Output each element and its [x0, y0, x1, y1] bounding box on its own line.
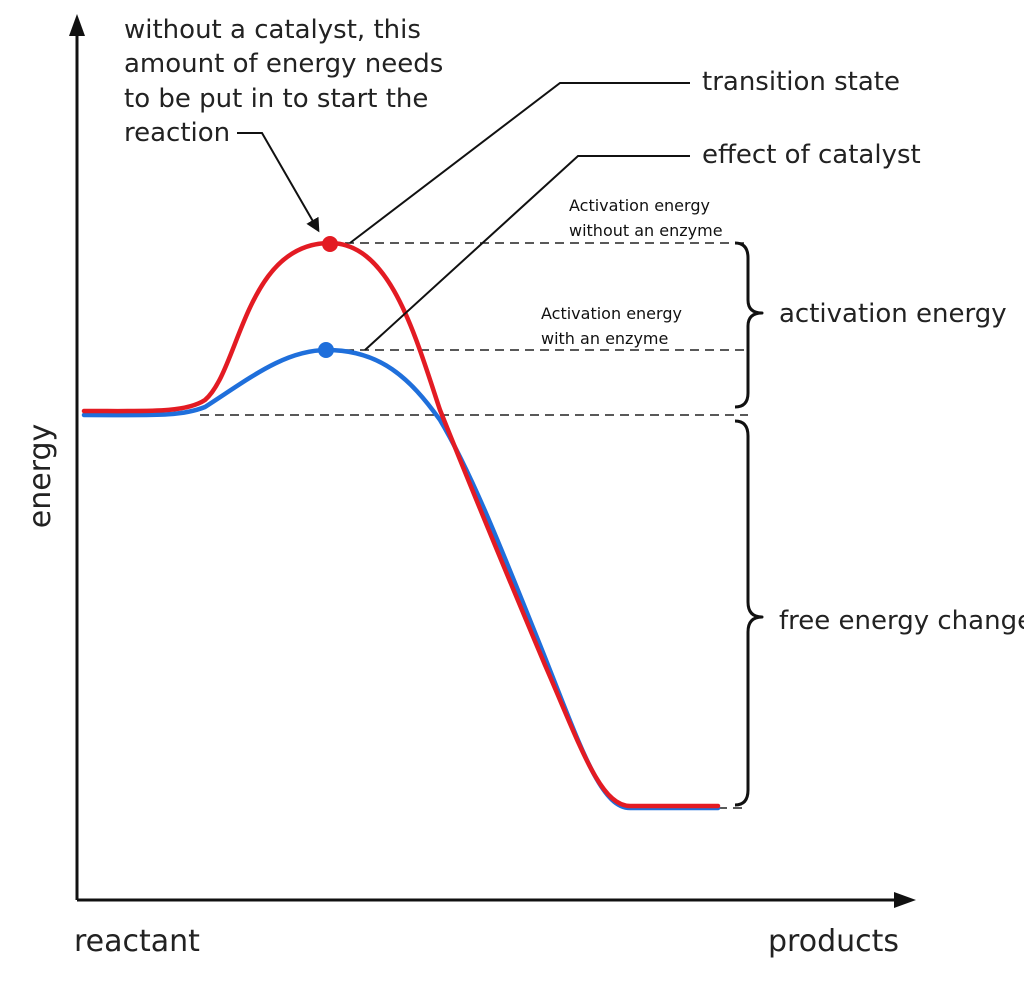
ae-with-enzyme-line-2: with an enzyme	[541, 329, 668, 348]
x-axis-start-label: reactant	[74, 924, 200, 959]
uncatalyzed-curve	[81, 240, 721, 809]
activation-energy-brace	[734, 241, 764, 409]
effect-of-catalyst-label: effect of catalyst	[702, 140, 921, 170]
transition-state-leader	[349, 82, 690, 244]
effect-of-catalyst-leader	[364, 155, 690, 351]
x-axis-arrowhead	[894, 892, 916, 908]
y-axis-arrowhead	[69, 14, 85, 36]
ae-without-enzyme-line-2: without an enzyme	[569, 221, 723, 240]
activation-energy-label: activation energy	[779, 299, 1007, 329]
uncatalyzed-transition-point	[322, 236, 338, 252]
transition-state-label: transition state	[702, 67, 900, 97]
catalyzed-transition-point	[318, 342, 334, 358]
free-energy-change-brace	[734, 419, 764, 807]
without-catalyst-arrow	[237, 132, 320, 233]
without-catalyst-note-line-3: to be put in to start the	[124, 84, 428, 114]
ae-without-enzyme-line-1: Activation energy	[569, 196, 710, 215]
without-catalyst-note-line-4: reaction	[124, 118, 230, 148]
x-axis-end-label: products	[768, 924, 899, 959]
without-catalyst-note-line-1: without a catalyst, this	[124, 15, 421, 45]
ae-with-enzyme-line-1: Activation energy	[541, 304, 682, 323]
without-catalyst-note-line-2: amount of energy needs	[124, 49, 443, 79]
without-catalyst-note: without a catalyst, this amount of energ…	[124, 15, 443, 148]
catalyzed-curve	[81, 347, 721, 811]
free-energy-change-label: free energy change	[779, 606, 1024, 636]
y-axis-label: energy	[23, 424, 58, 529]
